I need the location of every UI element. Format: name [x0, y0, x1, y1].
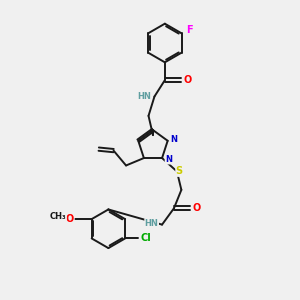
- Text: O: O: [66, 214, 74, 224]
- Text: N: N: [165, 155, 172, 164]
- Text: F: F: [187, 26, 193, 35]
- Text: HN: HN: [137, 92, 151, 101]
- Text: O: O: [192, 203, 200, 213]
- Text: S: S: [176, 167, 183, 176]
- Text: CH₃: CH₃: [50, 212, 66, 220]
- Text: HN: HN: [145, 219, 159, 228]
- Text: Cl: Cl: [141, 233, 151, 243]
- Text: N: N: [171, 135, 178, 144]
- Text: O: O: [183, 75, 191, 85]
